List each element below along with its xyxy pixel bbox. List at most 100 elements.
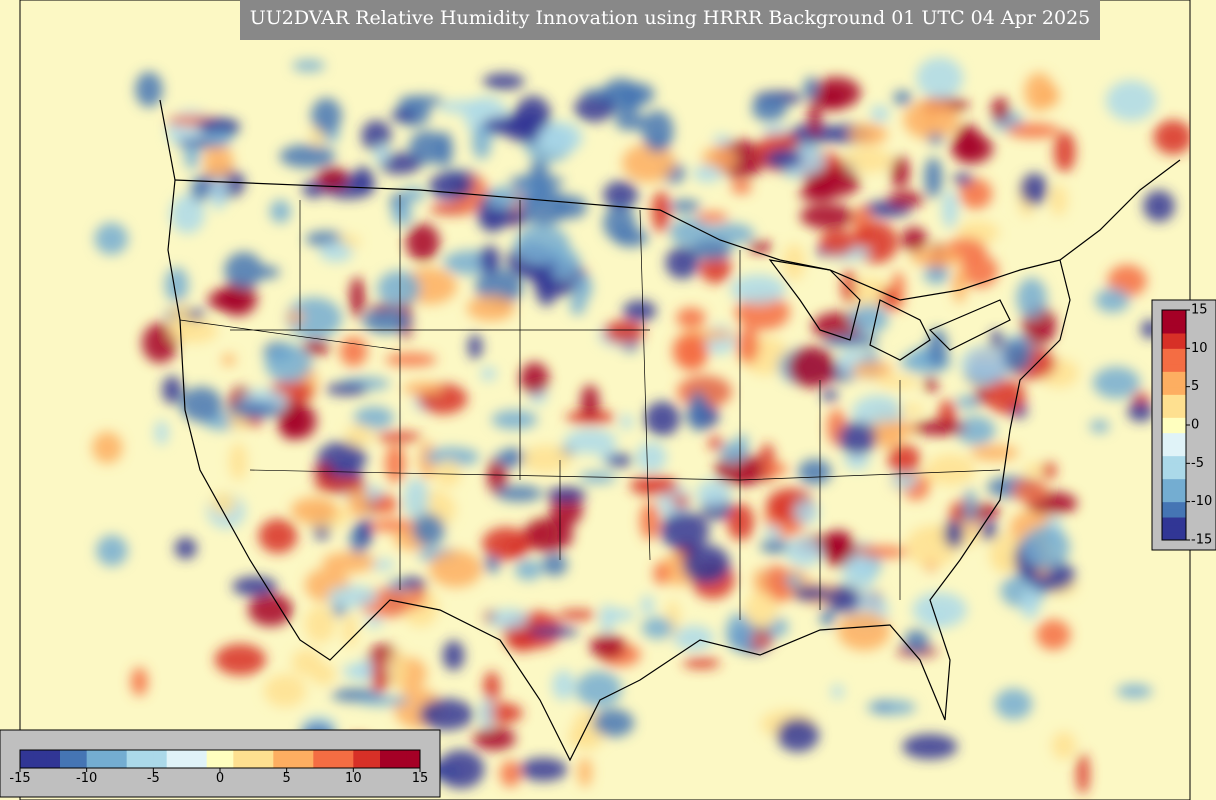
- field-blob: [290, 497, 338, 524]
- field-blob: [760, 539, 791, 554]
- field-blob: [523, 517, 574, 553]
- field-blob: [327, 585, 379, 608]
- field-blob: [979, 520, 998, 541]
- field-blob: [827, 585, 861, 614]
- field-blob: [797, 459, 832, 485]
- field-blob: [629, 475, 679, 496]
- colorbar-segment: [1162, 402, 1186, 411]
- field-blob: [622, 300, 657, 322]
- field-blob: [479, 697, 493, 730]
- field-blob: [342, 613, 358, 648]
- field-blob: [841, 268, 856, 304]
- field-blob: [1051, 731, 1076, 760]
- colorbar-segment: [1162, 471, 1186, 480]
- field-blob: [371, 654, 387, 694]
- field-blob: [606, 453, 633, 467]
- field-blob: [264, 674, 306, 708]
- colorbar-segment: [73, 750, 88, 768]
- field-blob: [985, 379, 1026, 414]
- field-blob: [1143, 190, 1175, 222]
- field-blob: [926, 454, 976, 486]
- field-blob: [959, 178, 993, 210]
- field-blob: [941, 189, 959, 229]
- field-blob: [927, 133, 944, 145]
- field-blob: [229, 442, 248, 481]
- field-blob: [398, 95, 445, 107]
- colorbar-segment: [1162, 501, 1186, 510]
- field-blob: [131, 667, 148, 696]
- colorbar-segment: [1162, 317, 1186, 326]
- field-blob: [659, 511, 710, 551]
- field-blob: [923, 264, 950, 285]
- field-blob: [438, 100, 492, 114]
- colorbar-segment: [86, 750, 101, 768]
- field-blob: [402, 381, 443, 396]
- field-blob: [1020, 173, 1048, 206]
- field-blob: [1016, 277, 1047, 319]
- field-blob: [952, 503, 1001, 520]
- colorbar-segment: [1162, 325, 1186, 334]
- field-blob: [374, 143, 390, 165]
- field-blob: [943, 519, 964, 549]
- colorbar-segment: [353, 750, 368, 768]
- field-blob: [302, 339, 330, 356]
- colorbar-segment: [1162, 432, 1186, 441]
- field-blob: [214, 643, 266, 676]
- colorbar-tick-label: 0: [1191, 418, 1199, 433]
- field-blob: [831, 532, 845, 560]
- field-blob: [1106, 80, 1157, 121]
- field-blob: [837, 611, 891, 651]
- field-blob: [396, 577, 427, 591]
- field-blob: [564, 428, 617, 454]
- colorbar-tick-label: 5: [283, 771, 291, 786]
- field-blob: [1020, 590, 1040, 620]
- field-blob: [582, 88, 630, 99]
- field-blob: [696, 211, 729, 223]
- field-blob: [361, 120, 392, 152]
- field-blob: [207, 288, 248, 312]
- field-blob: [855, 546, 909, 558]
- field-blob: [482, 527, 531, 561]
- field-blob: [952, 267, 967, 304]
- field-blob: [258, 518, 298, 554]
- field-blob: [479, 245, 500, 274]
- field-blob: [708, 436, 724, 451]
- field-blob: [676, 307, 706, 329]
- field-blob: [970, 444, 1019, 461]
- field-blob: [313, 476, 367, 493]
- colorbar-segment: [1162, 348, 1186, 357]
- field-blob: [557, 609, 597, 620]
- colorbar-segment: [1162, 340, 1186, 349]
- field-blob: [436, 131, 453, 168]
- field-blob: [567, 727, 593, 748]
- field-blob: [578, 471, 617, 484]
- humidity-field: [92, 57, 1190, 795]
- field-blob: [803, 76, 819, 101]
- field-blob: [843, 147, 893, 173]
- field-blob: [956, 415, 996, 445]
- field-blob: [232, 576, 278, 597]
- field-blob: [923, 377, 938, 392]
- field-blob: [402, 186, 425, 202]
- field-blob: [692, 165, 723, 183]
- colorbar-segment: [1162, 371, 1186, 380]
- field-blob: [764, 525, 781, 539]
- colorbar-segment: [233, 750, 248, 768]
- field-blob: [1023, 462, 1044, 477]
- field-blob: [546, 486, 587, 503]
- field-blob: [904, 629, 929, 653]
- field-blob: [713, 134, 730, 146]
- field-blob: [820, 608, 835, 627]
- colorbar-segment: [1162, 455, 1186, 464]
- field-blob: [172, 301, 190, 342]
- field-blob: [264, 344, 312, 383]
- colorbar-segment: [1162, 417, 1186, 426]
- field-blob: [644, 401, 681, 437]
- field-blob: [1006, 123, 1060, 139]
- field-blob: [486, 186, 520, 210]
- colorbar-segment: [1162, 524, 1186, 533]
- field-blob: [578, 757, 592, 788]
- field-blob: [793, 499, 819, 525]
- field-blob: [848, 304, 889, 334]
- colorbar-segment: [1162, 448, 1186, 457]
